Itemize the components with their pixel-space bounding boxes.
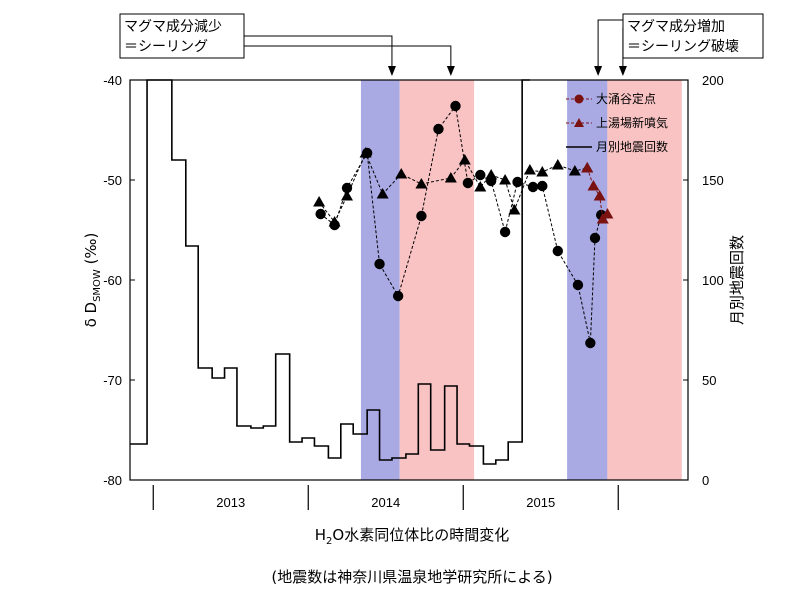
data-series <box>130 79 614 465</box>
kamiyuba-point <box>601 208 614 219</box>
kamiyuba-point <box>568 165 581 176</box>
kamiyuba-point <box>474 181 487 192</box>
right-tick-label: 200 <box>702 73 724 88</box>
annotation-arrow <box>597 19 623 72</box>
owakudani-point <box>433 123 444 135</box>
legend-marker-kamiyuba <box>574 118 584 127</box>
annotation-arrowhead <box>446 66 455 76</box>
owakudani-point <box>462 177 474 189</box>
owakudani-point <box>450 100 461 112</box>
kamiyuba-point <box>444 172 457 183</box>
right-tick-label: 100 <box>702 273 724 288</box>
caption: (地震数は神奈川県温泉地学研究所による) <box>271 568 552 586</box>
annotation-text: マグマ成分増加 <box>627 19 725 35</box>
owakudani-point <box>475 169 486 181</box>
increase-band-1 <box>399 80 475 480</box>
kamiyuba-point <box>359 147 372 158</box>
owakudani-point <box>315 208 326 220</box>
kamiyuba-point <box>499 174 512 185</box>
right-axis-title: 月別地震回数 <box>728 235 746 325</box>
increase-band-3 <box>607 80 682 480</box>
axis-labels: δ DSMOW (‰) 月別地震回数 H2O水素同位体比の時間変化 (地震数は神奈川県… <box>82 233 746 586</box>
kamiyuba-point <box>587 180 600 191</box>
kamiyuba-point <box>523 164 536 175</box>
owakudani-point <box>512 176 523 188</box>
kamiyuba-point <box>593 190 606 201</box>
annotations: マグマ成分減少 ＝シーリング マグマ成分増加 ＝シーリング破壊 <box>119 13 764 76</box>
left-tick-label: -60 <box>103 273 122 288</box>
x-axis-title: H2O水素同位体比の時間変化 <box>315 526 509 547</box>
owakudani-point <box>374 258 385 270</box>
left-tick-label: -70 <box>103 373 122 388</box>
kamiyuba-point <box>536 166 549 177</box>
kamiyuba-point <box>458 154 471 165</box>
kamiyuba-point <box>581 162 594 173</box>
right-axis-title-text: 月別地震回数 <box>728 235 746 325</box>
owakudani-point <box>416 210 427 222</box>
owakudani-point <box>527 181 539 193</box>
annotation-arrowhead <box>594 66 603 76</box>
kamiyuba-point <box>313 196 326 207</box>
annotation-arrow <box>244 35 393 72</box>
left-tick-label: -80 <box>103 473 122 488</box>
kamiyuba-point <box>376 188 389 199</box>
kamiyuba-point <box>551 159 564 170</box>
axes: -40 -50 -60 -70 -80 200 150 100 50 0 2013 2014 2015 <box>103 73 724 510</box>
annotation-arrow <box>244 45 452 72</box>
right-tick-label: 0 <box>702 473 709 488</box>
year-label: 2013 <box>216 495 245 510</box>
annotation-text: マグマ成分減少 <box>124 18 222 35</box>
left-tick-label: -50 <box>103 173 122 188</box>
earthquake-count-line <box>130 79 530 465</box>
legend-label-earthquake: 月別地震回数 <box>596 139 668 154</box>
owakudani-point <box>552 245 563 257</box>
annotation-box-decrease <box>119 13 245 59</box>
owakudani-point <box>537 180 548 192</box>
kamiyuba-point <box>328 216 341 227</box>
annotation-arrowhead <box>387 66 396 76</box>
year-label: 2014 <box>371 495 400 510</box>
legend-label-owakudani: 大涌谷定点 <box>596 91 656 106</box>
kamiyuba-point <box>485 169 498 180</box>
kamiyuba-point <box>415 178 428 189</box>
right-tick-label: 50 <box>702 373 716 388</box>
left-tick-label: -40 <box>103 73 122 88</box>
annotation-arrowhead <box>618 66 627 76</box>
kamiyuba-point <box>341 190 353 201</box>
annotation-text: ＝シーリング <box>124 39 208 55</box>
legend-label-kamiyuba: 上湯場新噴気 <box>596 115 668 130</box>
owakudani-point <box>589 232 601 244</box>
owakudani-point <box>392 290 404 302</box>
annotation-text: ＝シーリング破壊 <box>627 39 739 55</box>
left-axis-title-text: δ DSMOW (‰) <box>82 233 103 328</box>
left-axis-title: δ DSMOW (‰) <box>82 233 103 328</box>
year-label: 2015 <box>526 495 555 510</box>
legend-marker-owakudani <box>574 94 584 104</box>
owakudani-point <box>585 337 596 349</box>
right-tick-label: 150 <box>702 173 724 188</box>
owakudani-point <box>499 226 511 238</box>
owakudani-point <box>572 279 584 291</box>
annotation-box-increase <box>622 13 764 59</box>
kamiyuba-point <box>395 168 408 179</box>
kamiyuba-point <box>508 204 521 215</box>
